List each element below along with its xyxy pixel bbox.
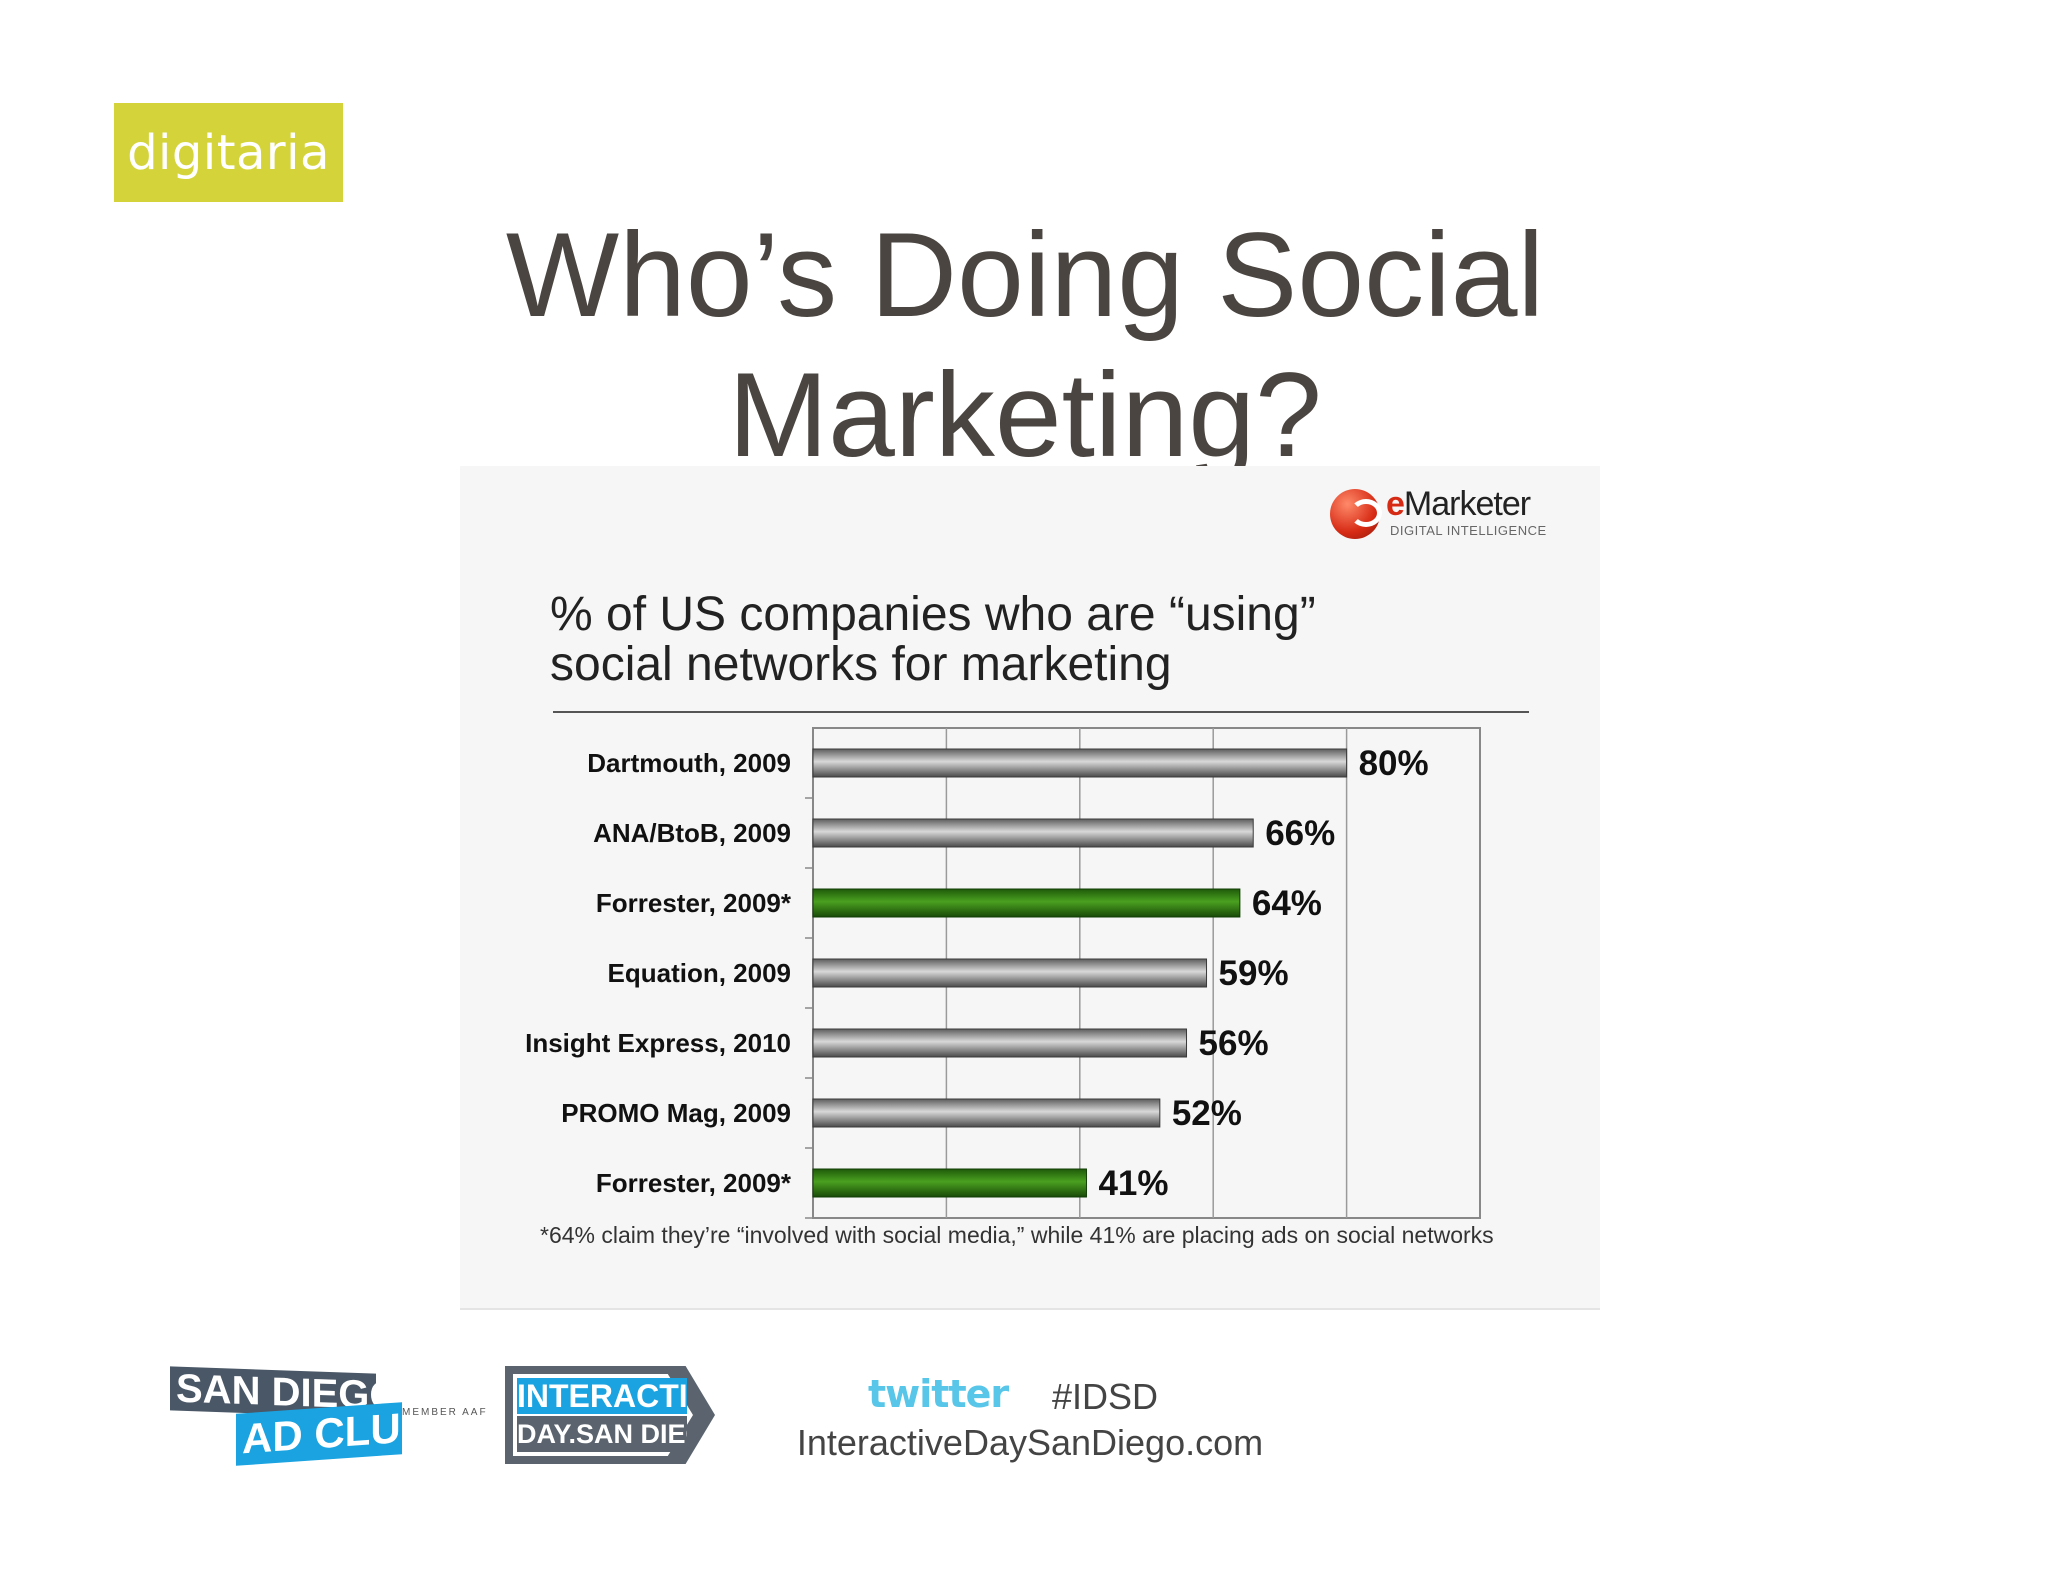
san-diego-ad-club-logo: SAN DIEGO AD CLUB [170, 1366, 431, 1470]
value-label: 41% [1098, 1164, 1168, 1203]
bar [812, 818, 1254, 848]
interactive-day-line-2: DAY.SAN DIEGO [517, 1416, 687, 1452]
interactive-day-line-1: INTERACTIVE [517, 1378, 687, 1414]
chart-footnote: *64% claim they’re “involved with social… [540, 1222, 1494, 1248]
bar [812, 1168, 1087, 1198]
category-label: Forrester, 2009* [596, 888, 792, 918]
category-label: Equation, 2009 [608, 958, 792, 988]
slide-title: Who’s Doing Social Marketing? [400, 205, 1650, 485]
bar [812, 888, 1241, 918]
category-label: Insight Express, 2010 [525, 1028, 791, 1058]
emarketer-logo: eMarketer DIGITAL INTELLIGENCE [1330, 485, 1560, 545]
chart-title-line-2: social networks for marketing [550, 638, 1172, 691]
member-aaf-text: MEMBER AAF [402, 1407, 488, 1418]
category-label: Dartmouth, 2009 [587, 748, 791, 778]
ad-club-line-2: AD CLUB [236, 1402, 431, 1466]
value-label: 64% [1252, 884, 1322, 923]
category-label: ANA/BtoB, 2009 [593, 818, 791, 848]
chart-title-line-1: % of US companies who are “using” [550, 588, 1316, 641]
emarketer-tagline: DIGITAL INTELLIGENCE [1390, 523, 1547, 538]
bar [812, 748, 1348, 778]
emarketer-ball-icon [1330, 489, 1382, 539]
digitaria-logo: digitaria [114, 103, 343, 202]
value-label: 59% [1219, 954, 1289, 993]
bar [812, 1098, 1161, 1128]
category-label: Forrester, 2009* [596, 1168, 792, 1198]
interactive-day-logo: INTERACTIVE DAY.SAN DIEGO [505, 1366, 715, 1464]
value-label: 66% [1265, 814, 1335, 853]
value-label: 56% [1199, 1024, 1269, 1063]
website-url[interactable]: InteractiveDaySanDiego.com [796, 1422, 1264, 1463]
bar [812, 1028, 1188, 1058]
bar [812, 958, 1208, 988]
slide-title-line-1: Who’s Doing Social [505, 208, 1545, 342]
category-label: PROMO Mag, 2009 [561, 1098, 791, 1128]
value-label: 80% [1359, 744, 1429, 783]
chart-title: % of US companies who are “using” social… [550, 590, 1450, 690]
chart-title-rule [553, 711, 1529, 713]
slide-title-line-2: Marketing? [728, 348, 1322, 482]
chart-bars [812, 748, 1348, 1198]
chart-labels: Dartmouth, 2009 80% ANA/BtoB, 2009 66% Forre… [525, 744, 1429, 1203]
emarketer-name: eMarketer [1386, 485, 1531, 523]
value-label: 52% [1172, 1094, 1242, 1133]
twitter-logo: twitter [868, 1372, 1009, 1416]
hashtag: #IDSD [1052, 1376, 1159, 1417]
